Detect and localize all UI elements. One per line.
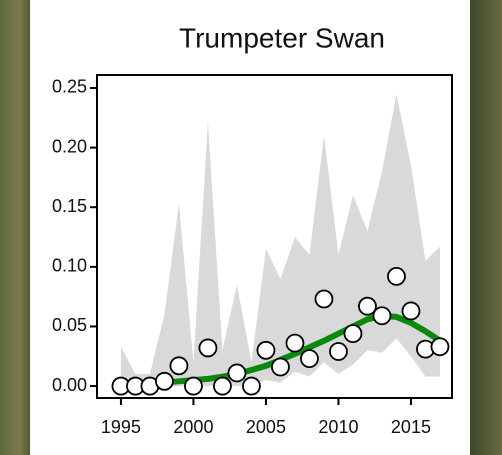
chart-title: Trumpeter Swan bbox=[179, 22, 385, 53]
point bbox=[169, 356, 189, 376]
y-tick-label: 0.15 bbox=[52, 196, 87, 216]
point bbox=[401, 301, 421, 321]
y-tick-label: 0.00 bbox=[52, 375, 87, 395]
point bbox=[343, 324, 363, 344]
x-tick-label: 2015 bbox=[391, 417, 431, 437]
point bbox=[256, 340, 276, 360]
point bbox=[198, 338, 218, 358]
point bbox=[271, 357, 290, 377]
point bbox=[358, 296, 377, 316]
point bbox=[184, 376, 203, 396]
point bbox=[242, 376, 261, 396]
point bbox=[227, 363, 247, 383]
point bbox=[314, 289, 334, 309]
point bbox=[430, 337, 450, 357]
point bbox=[155, 371, 174, 391]
point bbox=[213, 376, 232, 396]
plot-frame bbox=[96, 74, 453, 399]
point bbox=[285, 333, 305, 353]
y-tick-label: 0.05 bbox=[52, 315, 87, 335]
y-tick-label: 0.10 bbox=[52, 256, 87, 276]
x-tick-label: 1995 bbox=[101, 417, 141, 437]
confidence-band bbox=[120, 93, 440, 387]
y-tick-label: 0.20 bbox=[52, 136, 87, 156]
point bbox=[329, 342, 348, 361]
x-tick-label: 2010 bbox=[318, 417, 358, 437]
point bbox=[300, 349, 319, 369]
x-tick-label: 2005 bbox=[246, 417, 286, 437]
x-tick-label: 2000 bbox=[173, 417, 213, 437]
y-tick-label: 0.25 bbox=[52, 77, 87, 97]
point bbox=[387, 266, 406, 286]
point bbox=[372, 306, 392, 326]
